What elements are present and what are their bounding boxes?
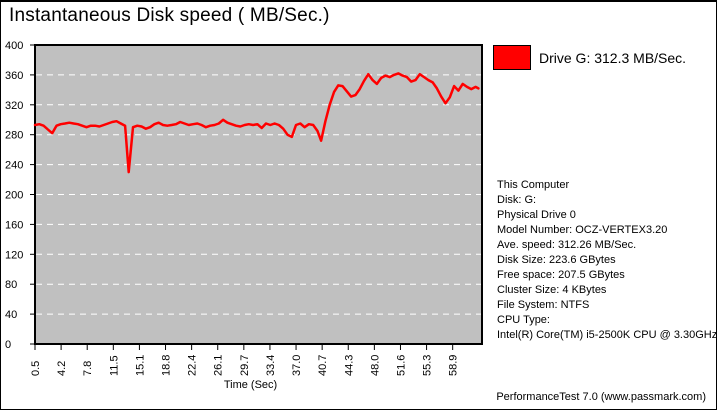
x-tick-label: 40.7	[317, 355, 329, 376]
legend-label: Drive G: 312.3 MB/Sec.	[539, 49, 687, 66]
legend: Drive G: 312.3 MB/Sec.	[493, 45, 686, 70]
info-line: Model Number: OCZ-VERTEX3.20	[497, 224, 668, 236]
y-tick-label: 240	[5, 160, 23, 172]
info-line: Disk: G:	[497, 194, 537, 206]
x-tick-label: 33.4	[265, 355, 277, 376]
info-line: Cluster Size: 4 KBytes	[497, 284, 607, 296]
info-line: CPU Type:	[497, 314, 550, 326]
footer-text: PerformanceTest 7.0 (www.passmark.com)	[496, 391, 706, 403]
y-tick-label: 360	[5, 70, 23, 82]
page-title: Instantaneous Disk speed ( MB/Sec.)	[9, 5, 330, 26]
x-tick-label: 44.3	[343, 355, 355, 376]
y-tick-label: 80	[5, 279, 17, 291]
x-axis-title: Time (Sec)	[224, 379, 277, 391]
info-line: File System: NTFS	[497, 299, 590, 311]
x-tick-label: 18.8	[161, 355, 173, 376]
x-tick-label: 51.6	[395, 355, 407, 376]
info-line: Free space: 207.5 GBytes	[497, 269, 625, 281]
x-tick-label: 7.8	[82, 361, 94, 376]
info-line: Physical Drive 0	[497, 209, 576, 221]
series-line	[33, 72, 480, 174]
x-tick-label: 55.3	[422, 355, 434, 376]
x-tick-label: 37.0	[291, 355, 303, 376]
x-tick-label: 26.1	[213, 355, 225, 376]
x-tick-label: 48.0	[369, 355, 381, 376]
x-tick-label: 15.1	[134, 355, 146, 376]
x-tick-label: 0.5	[30, 361, 42, 376]
system-info-panel: This Computer Disk: G: Physical Drive 0 Mod…	[497, 178, 717, 343]
y-tick-label: 400	[5, 40, 23, 52]
info-line: This Computer	[497, 179, 570, 191]
info-line: Ave. speed: 312.26 MB/Sec.	[497, 239, 637, 251]
y-tick-label: 280	[5, 130, 23, 142]
y-tick-label: 200	[5, 190, 23, 202]
info-line: Disk Size: 223.6 GBytes	[497, 254, 616, 266]
x-tick-label: 58.9	[448, 355, 460, 376]
y-tick-label: 0	[5, 339, 11, 351]
legend-swatch	[493, 45, 531, 70]
y-tick-label: 40	[5, 309, 17, 321]
x-tick-label: 22.4	[187, 355, 199, 376]
info-line: Intel(R) Core(TM) i5-2500K CPU @ 3.30GHz	[497, 329, 717, 341]
x-tick-label: 4.2	[56, 361, 68, 376]
x-tick-label: 29.7	[239, 355, 251, 376]
y-tick-label: 120	[5, 249, 23, 261]
y-tick-label: 160	[5, 219, 23, 231]
x-tick-label: 11.5	[108, 355, 120, 376]
y-tick-label: 320	[5, 100, 23, 112]
